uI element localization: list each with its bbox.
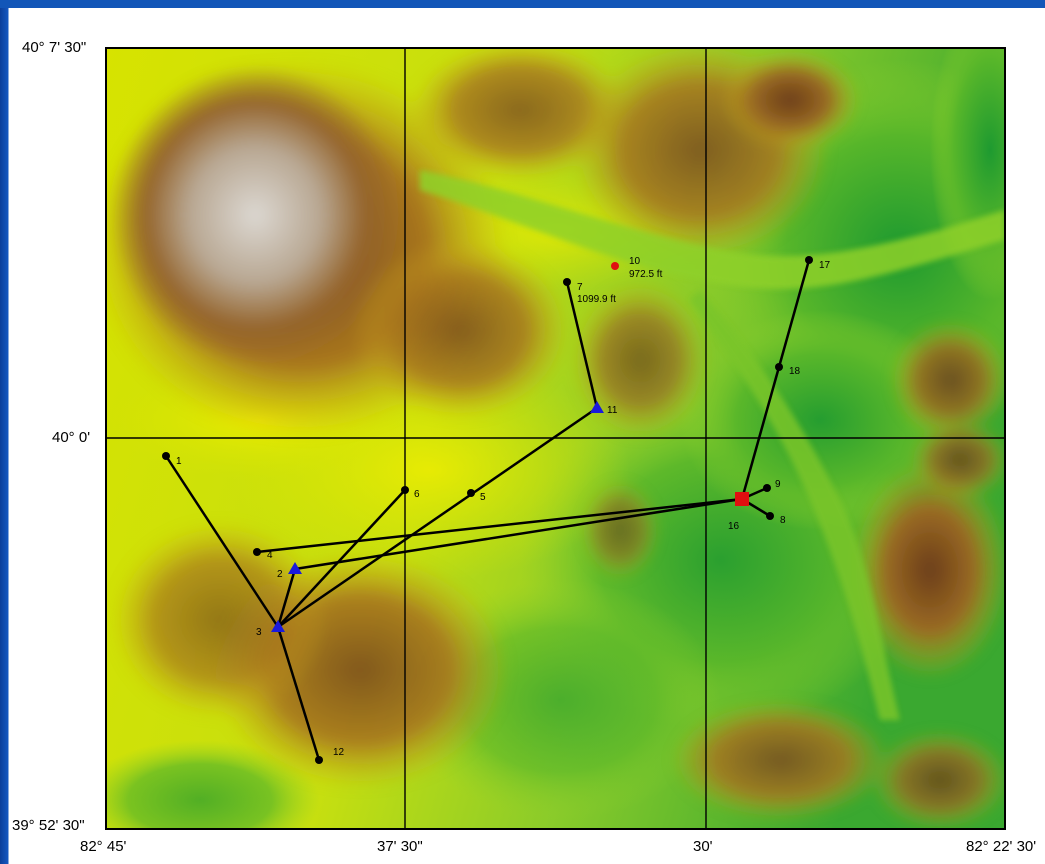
- lat-label-bottom: 39° 52' 30": [12, 817, 85, 834]
- lon-label-mid1: 37' 30": [377, 838, 423, 855]
- station-5-dot-marker[interactable]: [467, 489, 475, 497]
- station-17-label: 17: [819, 260, 831, 271]
- station-18-dot-marker[interactable]: [775, 363, 783, 371]
- station-7-elevation-label: 1099.9 ft: [577, 294, 616, 305]
- station-10-label: 10: [629, 256, 641, 267]
- connection-18-17: [777, 259, 811, 368]
- station-12-label: 12: [333, 747, 345, 758]
- connection-3-11: [277, 406, 598, 629]
- station-3-label: 3: [256, 627, 262, 638]
- station-10-dot-marker[interactable]: [611, 262, 619, 270]
- station-18-label: 18: [789, 366, 801, 377]
- connection-3-2: [276, 568, 297, 628]
- station-8-label: 8: [780, 515, 786, 526]
- connection-1-3: [164, 455, 280, 628]
- connection-3-12: [276, 626, 321, 761]
- connection-3-6: [277, 489, 406, 628]
- station-4-label: 4: [267, 550, 273, 561]
- top-blue-bar: [0, 0, 1045, 8]
- station-4-dot-marker[interactable]: [253, 548, 261, 556]
- connection-11-7: [565, 281, 599, 409]
- station-7-label: 7: [577, 282, 583, 293]
- lat-label-top: 40° 7' 30": [22, 39, 87, 56]
- station-9-label: 9: [775, 479, 781, 490]
- station-8-dot-marker[interactable]: [766, 512, 774, 520]
- station-6-label: 6: [414, 489, 420, 500]
- station-17-dot-marker[interactable]: [805, 256, 813, 264]
- station-3-triangle-marker[interactable]: [271, 620, 285, 632]
- station-7-dot-marker[interactable]: [563, 278, 571, 286]
- relief-layer: [106, 48, 1005, 829]
- lon-label-left: 82° 45': [80, 838, 127, 855]
- station-2-triangle-marker[interactable]: [288, 562, 302, 574]
- station-9-dot-marker[interactable]: [763, 484, 771, 492]
- station-6-dot-marker[interactable]: [401, 486, 409, 494]
- station-16-label: 16: [728, 521, 740, 532]
- connection-2-16: [294, 497, 743, 571]
- station-11-label: 11: [607, 405, 618, 416]
- station-1-label: 1: [176, 456, 182, 467]
- lon-label-mid2: 30': [693, 838, 713, 855]
- station-2-label: 2: [277, 569, 283, 580]
- station-16-square-marker[interactable]: [735, 492, 749, 506]
- station-1-dot-marker[interactable]: [162, 452, 170, 460]
- station-12-dot-marker[interactable]: [315, 756, 323, 764]
- connection-4-16: [256, 497, 743, 554]
- station-11-triangle-marker[interactable]: [590, 401, 604, 413]
- lat-label-mid: 40° 0': [52, 429, 91, 446]
- connection-16-18: [740, 366, 781, 500]
- station-10-elevation-label: 972.5 ft: [629, 269, 663, 280]
- station-5-label: 5: [480, 492, 486, 503]
- lon-label-right: 82° 22' 30': [966, 838, 1037, 855]
